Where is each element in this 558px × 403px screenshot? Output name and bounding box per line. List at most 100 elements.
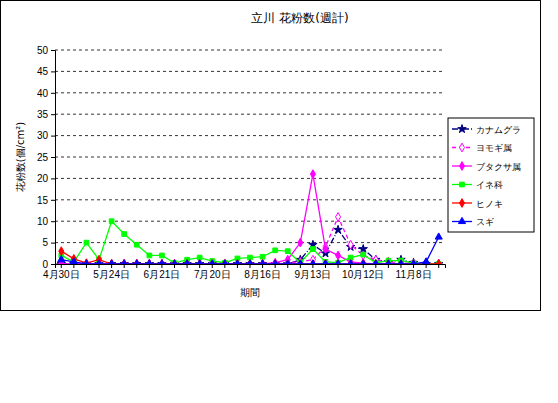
legend-label: イネ科	[476, 180, 503, 190]
x-axis-line	[56, 265, 446, 269]
x-tick-mark	[400, 264, 401, 268]
x-tick-mark	[413, 264, 414, 268]
y-tick: 30	[37, 130, 55, 141]
point	[322, 260, 329, 264]
x-tick	[250, 264, 251, 268]
grid	[55, 50, 445, 264]
point	[122, 232, 127, 237]
point	[95, 260, 102, 264]
grid-line	[55, 199, 445, 200]
point	[158, 260, 165, 264]
point	[385, 260, 392, 264]
series	[59, 219, 441, 264]
point	[285, 249, 290, 254]
point	[84, 240, 89, 245]
x-tick-mark	[275, 264, 276, 268]
x-tick	[136, 264, 137, 268]
plot-area	[57, 170, 443, 264]
x-tick-mark	[426, 264, 427, 268]
x-tick-mark	[300, 264, 301, 268]
y-tick-mark	[51, 178, 55, 179]
x-tick-mark	[174, 264, 175, 268]
legend-label: スギ	[476, 217, 494, 227]
y-tick-label: 40	[37, 88, 49, 99]
point	[410, 260, 417, 264]
y-tick-mark	[51, 243, 55, 244]
point	[397, 260, 404, 264]
x-tick-label: 11月8日	[396, 269, 432, 280]
y-tick-label: 15	[37, 195, 49, 206]
point	[284, 260, 291, 264]
x-tick-mark	[363, 264, 364, 268]
y-tick-mark	[51, 157, 55, 158]
x-tick-mark	[86, 264, 87, 268]
series	[58, 233, 443, 264]
series-line	[61, 217, 438, 264]
point	[361, 252, 366, 257]
y-tick-label: 50	[37, 45, 49, 56]
x-tick: 4月30日	[43, 264, 80, 280]
y-tick-mark	[51, 200, 55, 201]
x-tick-label: 9月13日	[295, 269, 332, 280]
point	[209, 260, 216, 264]
x-tick	[426, 264, 427, 268]
y-tick: 35	[37, 109, 55, 120]
point	[196, 260, 203, 264]
y-tick-mark	[51, 114, 55, 115]
x-tick-label: 10月12日	[342, 269, 384, 280]
y-tick-label: 30	[37, 130, 49, 141]
grid-line	[55, 92, 445, 93]
x-tick-mark	[250, 264, 251, 268]
series-line	[61, 221, 438, 264]
legend: カナムグラヨモギ属ブタクサ属イネ科ヒノキスギ	[448, 118, 534, 232]
x-tick	[86, 264, 87, 268]
point	[259, 260, 266, 264]
legend-box	[448, 118, 534, 232]
x-tick-mark	[375, 264, 376, 268]
x-tick	[275, 264, 276, 268]
y-tick-label: 0	[42, 259, 48, 270]
point	[233, 260, 241, 264]
x-axis: 4月30日5月24日6月21日7月20日8月16日9月13日10月12日11月8…	[43, 264, 446, 280]
point	[311, 247, 316, 252]
point	[435, 233, 442, 239]
x-tick	[237, 264, 238, 268]
x-tick	[224, 264, 225, 268]
grid-line	[55, 157, 445, 158]
legend-label: ヨモギ属	[476, 143, 512, 153]
x-axis-title: 期間	[240, 287, 260, 298]
point	[109, 219, 114, 224]
x-tick-mark	[61, 264, 62, 268]
legend-label: ブタクサ属	[476, 162, 521, 172]
point	[323, 245, 328, 254]
x-tick: 10月12日	[342, 264, 384, 280]
point	[348, 240, 353, 249]
point	[83, 260, 90, 264]
series	[59, 213, 441, 264]
y-tick-label: 45	[37, 66, 49, 77]
point	[273, 248, 278, 253]
point	[58, 256, 65, 262]
point	[309, 260, 316, 264]
legend-marker	[459, 162, 464, 171]
x-tick-mark	[262, 264, 263, 268]
point	[171, 260, 178, 264]
x-tick-mark	[325, 264, 326, 268]
y-axis-line	[51, 51, 56, 265]
point	[134, 242, 139, 247]
legend-label: ヒノキ	[476, 199, 503, 209]
point	[147, 253, 152, 258]
x-tick-mark	[124, 264, 125, 268]
point	[260, 254, 265, 259]
x-tick-mark	[388, 264, 389, 268]
y-tick-mark	[51, 71, 55, 72]
y-tick-mark	[51, 264, 55, 265]
x-tick	[174, 264, 175, 268]
point	[120, 260, 128, 264]
x-tick	[388, 264, 389, 268]
point	[360, 260, 367, 264]
x-tick-mark	[212, 264, 213, 268]
x-tick-label: 7月20日	[194, 269, 231, 280]
y-tick-label: 20	[37, 173, 49, 184]
point	[298, 238, 303, 247]
